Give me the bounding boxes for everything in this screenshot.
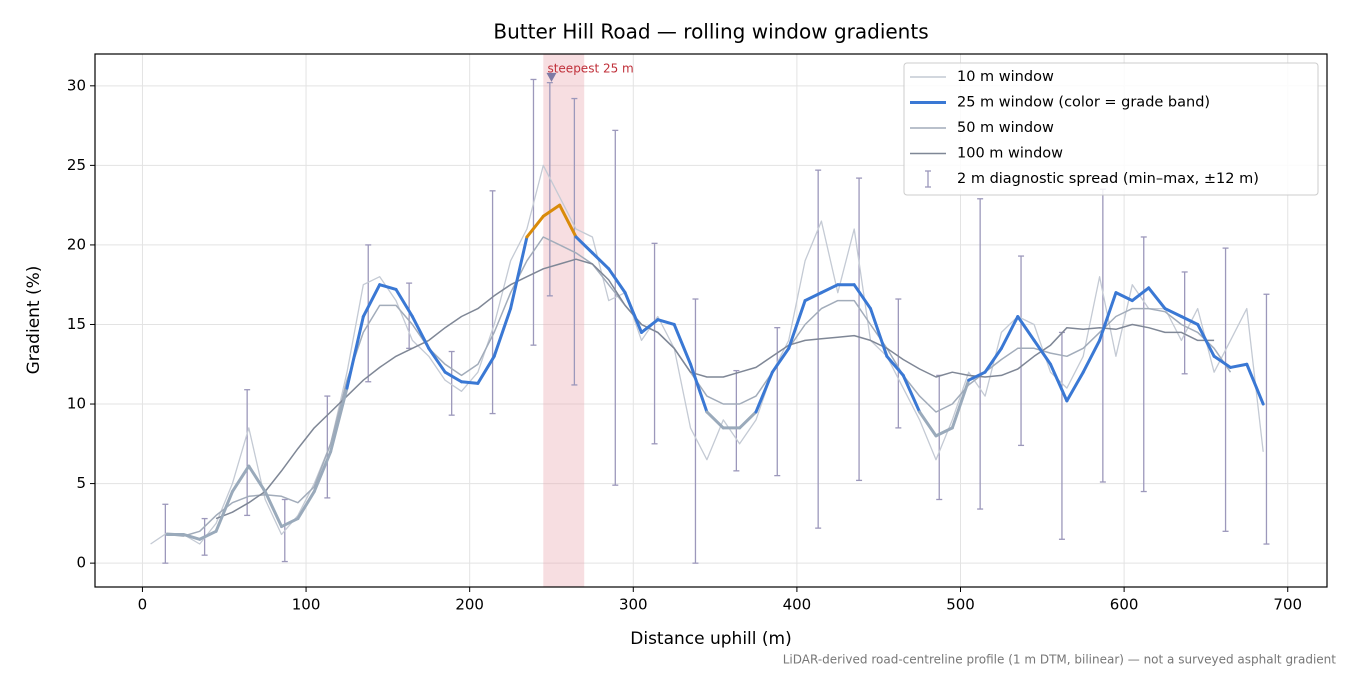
line-segment — [672, 322, 693, 366]
line-segment — [705, 410, 725, 430]
line-segment — [1065, 370, 1085, 403]
line-segment — [410, 315, 431, 350]
legend-label: 25 m window (color = grade band) — [957, 95, 1210, 111]
line-segment — [345, 315, 365, 390]
line-segment — [296, 490, 316, 521]
line-segment — [198, 529, 218, 541]
line-segment — [247, 464, 267, 494]
legend-label: 100 m window — [957, 146, 1063, 162]
legend-label: 2 m diagnostic spread (min–max, ±12 m) — [957, 171, 1259, 187]
line-segment — [852, 283, 873, 311]
line-segment — [770, 346, 791, 374]
line-segment — [230, 464, 251, 494]
line-segment — [787, 299, 807, 350]
line-segment — [1163, 307, 1183, 319]
line-segment — [689, 362, 709, 414]
line — [215, 258, 1215, 520]
annotation: steepest 25 m — [547, 61, 633, 75]
line-segment — [1032, 338, 1052, 366]
line-segment — [1245, 362, 1265, 406]
y-tick-label: 0 — [76, 554, 86, 572]
x-axis-label: Distance uphill (m) — [630, 629, 791, 649]
line-segment — [509, 235, 529, 311]
line-segment — [280, 517, 300, 529]
line-segment — [754, 370, 774, 414]
footnote: LiDAR-derived road-centreline profile (1… — [783, 653, 1337, 667]
x-tick-label: 500 — [946, 596, 975, 614]
line-segment — [1147, 286, 1167, 311]
x-tick-label: 200 — [455, 596, 484, 614]
legend-label: 10 m window — [957, 69, 1054, 85]
y-tick-label: 30 — [67, 76, 86, 94]
line-segment — [1130, 286, 1151, 303]
line-segment — [590, 251, 611, 271]
line-segment — [901, 373, 922, 414]
line-segment — [394, 287, 414, 319]
line-segment — [459, 380, 480, 385]
line-segment — [803, 291, 823, 303]
y-tick-label: 25 — [67, 156, 86, 174]
line-segment — [329, 386, 349, 454]
line-segment — [1048, 362, 1069, 403]
legend-box — [903, 62, 1319, 196]
line-segment — [983, 346, 1003, 374]
line-segment — [427, 346, 447, 374]
x-tick-label: 600 — [1110, 596, 1139, 614]
line-segment — [869, 307, 889, 358]
x-tick-label: 400 — [783, 596, 812, 614]
line-segment — [623, 291, 643, 334]
line-segment — [181, 532, 202, 541]
plot-frame — [94, 53, 1328, 588]
line-segment — [558, 203, 578, 239]
y-axis-label: Gradient (%) — [24, 266, 44, 375]
y-tick-label: 20 — [67, 235, 86, 253]
legend-label: 50 m window — [957, 120, 1054, 136]
line-segment — [1114, 291, 1134, 303]
x-tick-label: 700 — [1273, 596, 1302, 614]
y-tick-label: 5 — [76, 474, 86, 492]
line-segment — [967, 370, 987, 382]
x-tick-label: 0 — [138, 596, 148, 614]
line-segment — [934, 426, 954, 438]
line-segment — [950, 378, 971, 430]
line-segment — [1179, 315, 1200, 326]
line-segment — [574, 235, 594, 255]
line-segment — [263, 490, 284, 529]
chart-title: Butter Hill Road — rolling window gradie… — [493, 20, 928, 44]
y-tick-label: 10 — [67, 395, 86, 413]
x-tick-label: 300 — [619, 596, 648, 614]
line-segment — [885, 354, 905, 377]
line-segment — [639, 318, 660, 334]
line-segment — [607, 267, 627, 295]
line-segment — [476, 354, 496, 385]
line-segment — [738, 410, 758, 430]
line-segment — [492, 307, 513, 358]
highlight-marker — [546, 72, 557, 82]
x-tick-label: 100 — [292, 596, 321, 614]
line-segment — [443, 370, 463, 384]
line-segment — [541, 203, 562, 218]
line-segment — [819, 283, 840, 295]
line-segment — [1196, 322, 1216, 358]
line-segment — [999, 315, 1020, 350]
line-segment — [918, 410, 938, 438]
line-segment — [1212, 354, 1232, 369]
line-segment — [1098, 291, 1118, 342]
line-segment — [361, 283, 382, 319]
line-segment — [656, 318, 676, 326]
line-segment — [378, 283, 398, 291]
line-segment — [525, 214, 545, 239]
line-segment — [1081, 338, 1102, 374]
line-segment — [1228, 362, 1249, 369]
line-segment — [1016, 315, 1036, 342]
line-segment — [214, 490, 234, 533]
y-tick-label: 15 — [67, 315, 86, 333]
line-segment — [312, 450, 333, 494]
